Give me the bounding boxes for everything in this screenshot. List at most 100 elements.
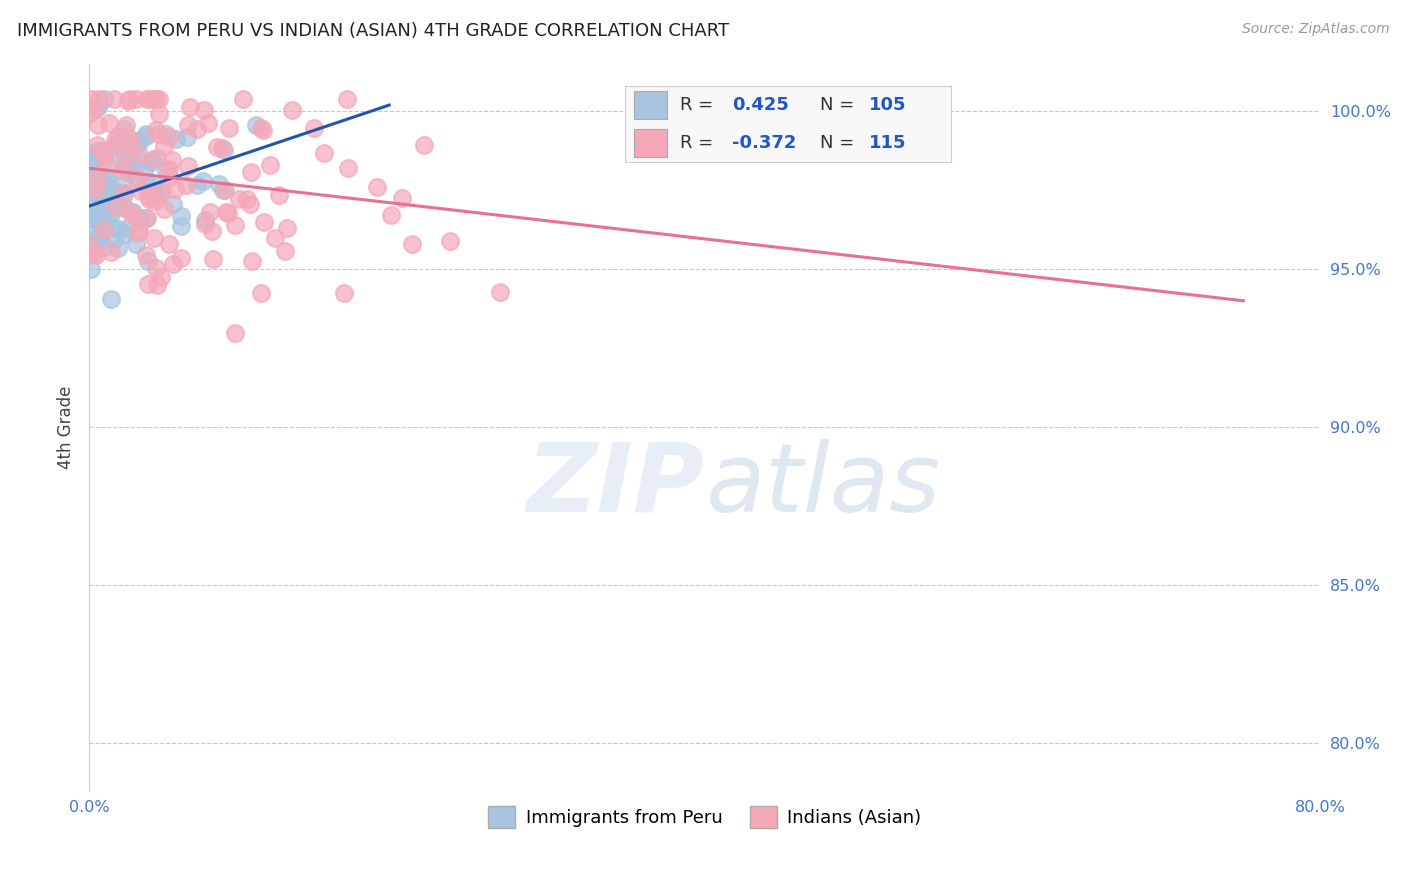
Point [186, 178, 208, 193]
Point [157, 161, 180, 176]
Point [194, 217, 217, 231]
Point [143, 194, 166, 208]
Point [84, 235, 107, 249]
Point [218, 121, 240, 136]
Point [135, 247, 157, 261]
Point [169, 251, 191, 265]
Point [93, 144, 115, 158]
Point [163, 182, 186, 196]
Point [212, 183, 235, 197]
Point [128, 211, 150, 225]
Point [253, 215, 276, 229]
Point [82, 198, 104, 212]
Point [198, 204, 221, 219]
Point [177, 159, 200, 173]
Point [135, 211, 157, 226]
Point [162, 258, 184, 272]
Point [80, 231, 103, 245]
Text: ZIP: ZIP [527, 439, 704, 532]
Point [212, 143, 235, 157]
Point [104, 190, 127, 204]
Point [150, 184, 173, 198]
Point [136, 277, 159, 291]
Point [94, 143, 117, 157]
Point [413, 137, 436, 152]
Point [115, 153, 138, 168]
Point [302, 120, 325, 135]
Point [89, 92, 111, 106]
Point [135, 92, 157, 106]
Point [83, 185, 105, 199]
Point [145, 261, 167, 276]
Point [84, 102, 107, 116]
Point [274, 244, 297, 259]
Point [201, 252, 224, 266]
Point [366, 180, 388, 194]
Point [105, 186, 128, 200]
Point [112, 148, 135, 162]
Point [143, 183, 166, 197]
Point [107, 200, 129, 214]
Point [117, 164, 139, 178]
Point [155, 162, 177, 177]
Point [83, 208, 105, 222]
Point [101, 183, 124, 197]
Point [152, 202, 174, 217]
Point [117, 221, 139, 235]
Point [197, 116, 219, 130]
Point [80, 159, 103, 173]
Point [79, 169, 101, 184]
Point [127, 134, 149, 148]
Point [79, 147, 101, 161]
Point [249, 286, 271, 301]
Point [128, 148, 150, 162]
Point [177, 118, 200, 132]
Point [94, 169, 117, 184]
Point [281, 103, 304, 118]
Point [82, 208, 104, 222]
Point [179, 100, 201, 114]
Point [193, 173, 215, 187]
Point [108, 222, 131, 236]
Point [111, 162, 134, 177]
Point [186, 121, 208, 136]
Point [207, 139, 229, 153]
Point [80, 92, 103, 106]
Point [100, 245, 122, 260]
Point [79, 153, 101, 168]
Point [120, 154, 142, 169]
Point [142, 176, 165, 190]
Point [86, 248, 108, 262]
Point [112, 186, 135, 200]
Point [93, 223, 115, 237]
Point [217, 206, 239, 220]
Point [80, 262, 103, 277]
Point [149, 270, 172, 285]
Point [84, 211, 107, 225]
Point [232, 92, 254, 106]
Point [489, 285, 512, 300]
Point [148, 106, 170, 120]
Point [128, 136, 150, 150]
Point [79, 105, 101, 120]
Point [120, 136, 142, 151]
Point [79, 166, 101, 180]
Point [252, 122, 274, 136]
Point [86, 232, 108, 246]
Point [148, 92, 170, 106]
Point [103, 92, 125, 106]
Point [108, 135, 131, 149]
Point [80, 179, 103, 194]
Point [162, 197, 184, 211]
Point [112, 177, 135, 191]
Point [118, 204, 141, 219]
Point [141, 190, 163, 204]
Point [162, 153, 184, 168]
Point [103, 233, 125, 247]
Y-axis label: 4th Grade: 4th Grade [58, 385, 75, 468]
Point [249, 120, 271, 135]
Point [110, 152, 132, 166]
Point [84, 213, 107, 227]
Point [194, 213, 217, 227]
Point [86, 173, 108, 187]
